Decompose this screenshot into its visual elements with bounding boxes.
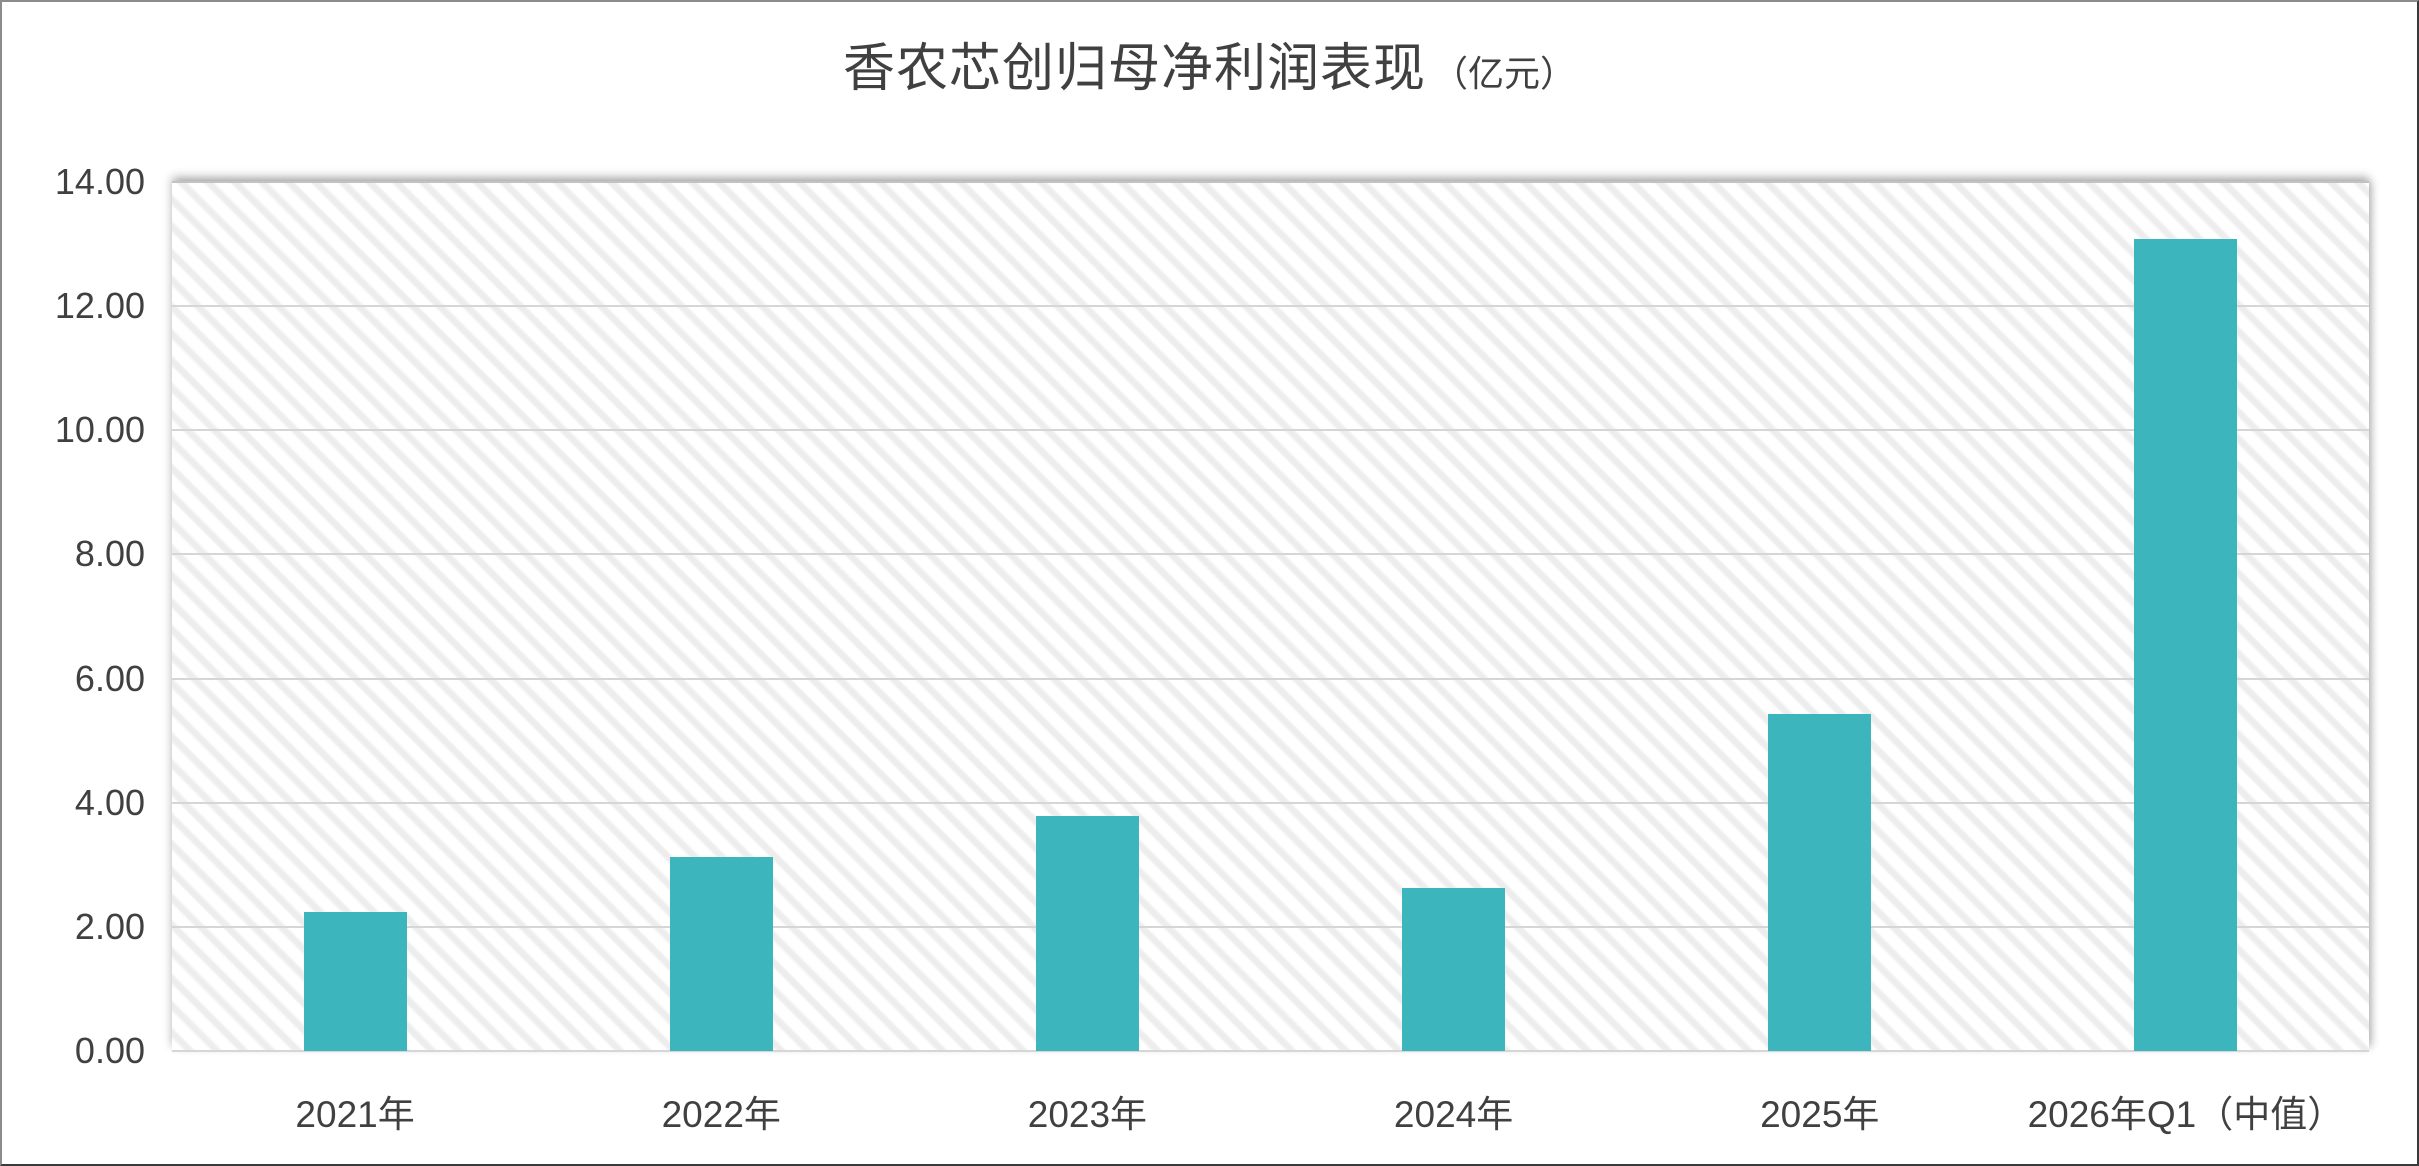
- x-tick-label-2024年: 2024年: [1393, 1094, 1514, 1135]
- y-tick-label-6.00: 6.00: [74, 657, 145, 699]
- y-tick-label-4.00: 4.00: [74, 781, 145, 823]
- plot-area: [172, 181, 2369, 1052]
- y-tick-label-0.00: 0.00: [74, 1030, 145, 1071]
- bar-2026年Q1（中值）: [2134, 238, 2238, 1051]
- chart-title-text: 香农芯创归母净利润表现: [842, 40, 1426, 98]
- gridline-y-12: [172, 305, 2369, 308]
- bar-2025年: [1768, 713, 1872, 1051]
- bar-2023年: [1035, 816, 1139, 1051]
- x-tick-label-2025年: 2025年: [1760, 1094, 1880, 1135]
- chart-title-unit: （亿元）: [1432, 53, 1577, 94]
- gridline-y-8: [172, 553, 2369, 556]
- y-tick-label-10.00: 10.00: [54, 409, 145, 451]
- gridline-y-10: [172, 429, 2369, 432]
- bar-2021年: [303, 911, 407, 1051]
- y-tick-label-14.00: 14.00: [54, 161, 145, 202]
- y-tick-label-12.00: 12.00: [54, 285, 145, 327]
- gridline-y-0: [172, 1050, 2369, 1052]
- chart-title: 香农芯创归母净利润表现 （亿元）: [2, 26, 2417, 101]
- y-tick-label-2.00: 2.00: [74, 905, 145, 947]
- bar-2022年: [669, 856, 773, 1051]
- x-tick-label-2026年Q1（中值）: 2026年Q1（中值）: [2027, 1094, 2345, 1135]
- x-tick-label-2022年: 2022年: [661, 1094, 781, 1135]
- gridline-y-4: [172, 801, 2369, 804]
- gridline-y-6: [172, 677, 2369, 680]
- x-tick-label-2023年: 2023年: [1027, 1094, 1148, 1135]
- bar-2024年: [1402, 887, 1506, 1051]
- gridline-y-2: [172, 925, 2369, 928]
- gridline-y-14: [172, 181, 2369, 183]
- y-tick-label-8.00: 8.00: [74, 533, 145, 575]
- x-tick-label-2021年: 2021年: [295, 1094, 415, 1135]
